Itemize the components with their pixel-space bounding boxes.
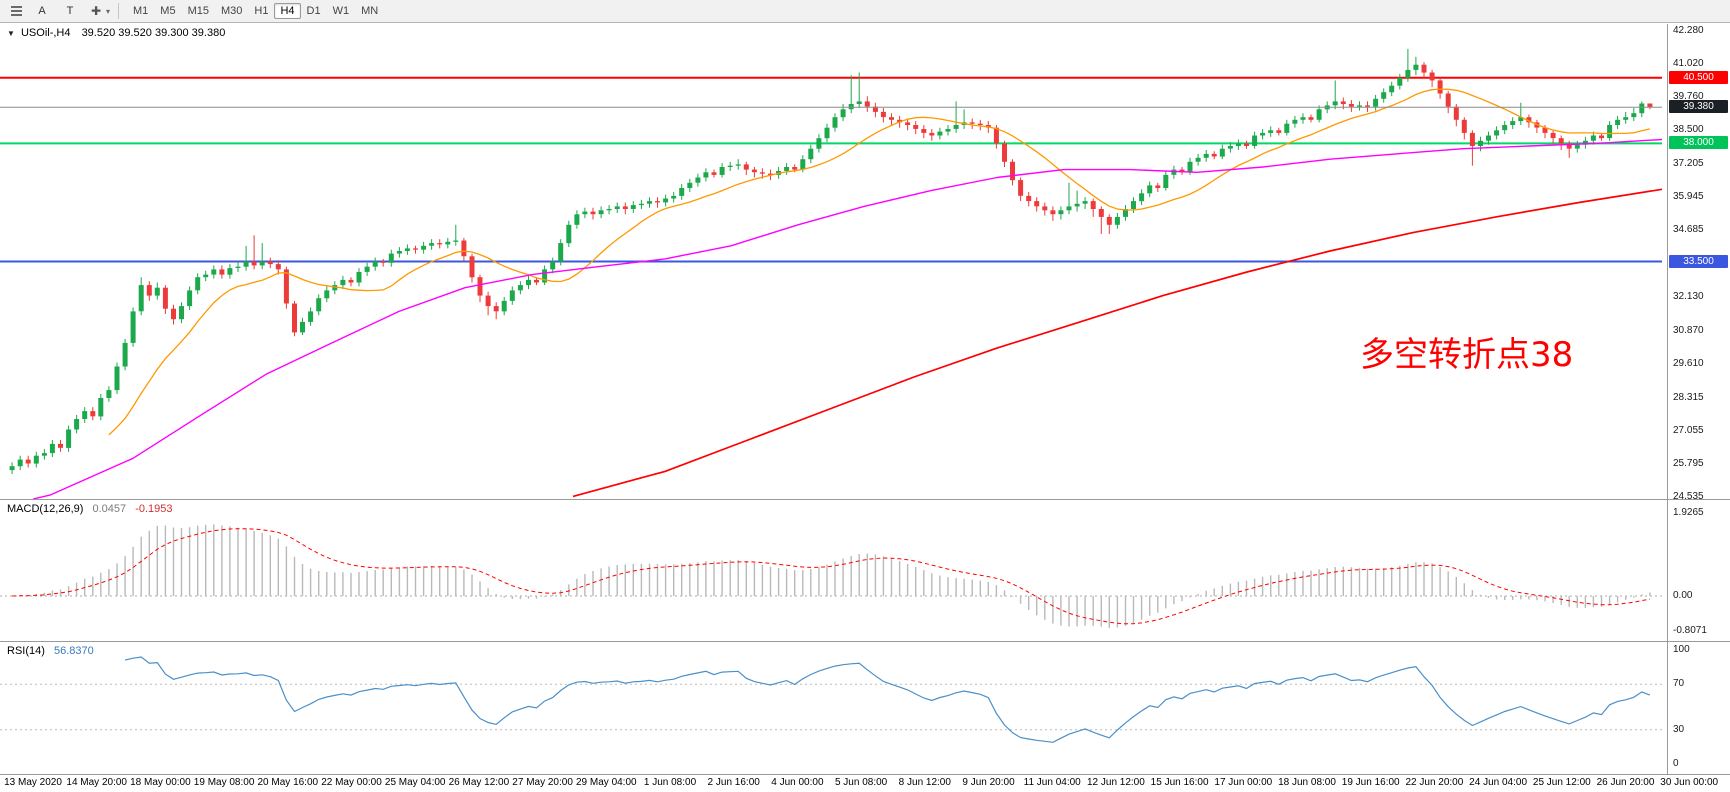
price-tick: 32.130 — [1673, 291, 1704, 303]
time-label: 9 Jun 20:00 — [962, 777, 1015, 788]
price-tick: 30.870 — [1673, 324, 1704, 336]
price-tick: 38.500 — [1673, 124, 1704, 136]
price-tick: 37.205 — [1673, 158, 1704, 170]
time-label: 5 Jun 08:00 — [834, 777, 888, 788]
macd-header: MACD(12,26,9) 0.0457 -0.1953 — [7, 503, 173, 515]
price-badge: 33.500 — [1669, 254, 1728, 268]
macd-axis[interactable]: 1.9265 0.00 -0.8071 — [1667, 500, 1730, 641]
chart-header: ▼ USOil-,H4 39.520 39.520 39.300 39.380 — [7, 27, 225, 39]
rsi-axis[interactable]: 100 70 30 0 — [1667, 642, 1730, 774]
time-label: 22 Jun 20:00 — [1405, 777, 1464, 788]
time-label: 11 Jun 04:00 — [1023, 777, 1081, 788]
main-chart-panel: ▼ USOil-,H4 39.520 39.520 39.300 39.380 … — [0, 24, 1730, 502]
time-label: 29 May 04:00 — [575, 777, 637, 788]
price-badge: 38.000 — [1669, 136, 1728, 150]
rsi-header: RSI(14) 56.8370 — [7, 645, 94, 657]
timeframe-group: M1 M5 M15 M30 H1 H4 D1 W1 MN — [127, 3, 384, 19]
price-tick: 34.685 — [1673, 224, 1704, 236]
price-tick: 28.315 — [1673, 391, 1704, 403]
time-label: 1 Jun 08:00 — [643, 777, 697, 788]
price-axis[interactable]: 42.280 41.020 39.760 38.500 37.205 35.945 34.6… — [1667, 24, 1730, 502]
time-label: 20 May 16:00 — [257, 777, 319, 788]
annotation-a-button[interactable]: A — [38, 5, 46, 17]
time-label: 19 Jun 16:00 — [1341, 777, 1400, 788]
time-label: 30 Jun 00:00 — [1660, 777, 1719, 788]
rsi-value: 56.8370 — [53, 645, 94, 657]
time-label: 26 May 12:00 — [448, 777, 510, 788]
time-label: 25 Jun 12:00 — [1532, 777, 1591, 788]
time-label: 4 Jun 00:00 — [771, 777, 824, 788]
timeframe-mn-button[interactable]: MN — [361, 5, 379, 17]
macd-scale-label: 1.9265 — [1673, 507, 1704, 519]
time-label: 17 Jun 00:00 — [1214, 777, 1273, 788]
time-label: 22 May 00:00 — [321, 777, 382, 788]
time-label: 14 May 20:00 — [66, 777, 127, 788]
rsi-label: RSI(14) — [7, 645, 45, 657]
price-tick: 25.795 — [1673, 457, 1704, 469]
time-label: 2 Jun 16:00 — [707, 777, 760, 788]
macd-value-main: 0.0457 — [92, 503, 127, 515]
time-label: 26 Jun 20:00 — [1596, 777, 1655, 788]
price-tick: 24.535 — [1673, 490, 1704, 502]
price-annotation-text: 多空转折点38 — [1360, 335, 1574, 375]
time-label: 25 May 04:00 — [384, 777, 446, 788]
price-tick: 42.280 — [1673, 25, 1704, 37]
symbol-title: USOil-,H4 — [20, 27, 71, 39]
price-badge: 39.380 — [1669, 100, 1728, 114]
time-label: 8 Jun 12:00 — [898, 777, 951, 788]
toolbar: A T ✚ ▾ M1 M5 M15 M30 H1 H4 D1 W1 MN — [0, 0, 1730, 23]
macd-panel: MACD(12,26,9) 0.0457 -0.1953 1.9265 0.00 -… — [0, 500, 1730, 642]
main-chart-canvas[interactable] — [0, 24, 1666, 499]
timeframe-h1-button[interactable]: H1 — [254, 5, 269, 17]
timeframe-w1-button[interactable]: W1 — [332, 5, 350, 17]
rsi-canvas[interactable] — [0, 642, 1666, 774]
time-label: 24 Jun 04:00 — [1469, 777, 1528, 788]
time-label: 27 May 20:00 — [512, 777, 573, 788]
chevron-down-icon[interactable]: ▾ — [106, 6, 111, 16]
timeframe-m1-button[interactable]: M1 — [133, 5, 149, 17]
timeframe-m15-button[interactable]: M15 — [187, 5, 209, 17]
time-label: 15 Jun 16:00 — [1150, 777, 1209, 788]
macd-label: MACD(12,26,9) — [7, 503, 84, 515]
rsi-scale-label: 30 — [1673, 723, 1685, 735]
price-tick: 39.760 — [1673, 91, 1704, 103]
rsi-scale-label: 70 — [1673, 678, 1685, 690]
collapse-triangle-icon[interactable]: ▼ — [7, 29, 15, 38]
rsi-panel: RSI(14) 56.8370 100 70 30 0 — [0, 642, 1730, 775]
time-label: 13 May 2020 — [4, 777, 62, 788]
timeframe-h4-button[interactable]: H4 — [274, 3, 301, 19]
macd-value-signal: -0.1953 — [135, 503, 173, 515]
ohlc-readout: 39.520 39.520 39.300 39.380 — [81, 27, 226, 39]
price-tick: 27.055 — [1673, 424, 1704, 436]
timeframe-m30-button[interactable]: M30 — [220, 5, 243, 17]
crosshair-icon[interactable]: ✚ — [90, 4, 102, 18]
macd-scale-label: 0.00 — [1673, 590, 1693, 601]
time-label: 19 May 08:00 — [193, 777, 255, 788]
time-label: 18 May 00:00 — [130, 777, 191, 788]
macd-canvas[interactable] — [0, 500, 1666, 641]
text-t-button[interactable]: T — [66, 5, 74, 17]
menu-bars-icon — [10, 6, 22, 16]
menu-icon[interactable] — [5, 2, 27, 20]
timeframe-d1-button[interactable]: D1 — [306, 5, 321, 17]
time-label: 12 Jun 12:00 — [1086, 777, 1145, 788]
rsi-scale-label: 0 — [1673, 758, 1679, 769]
macd-scale-label: -0.8071 — [1673, 624, 1707, 636]
price-badge: 40.500 — [1669, 70, 1728, 84]
rsi-scale-label: 100 — [1673, 644, 1690, 655]
time-label: 18 Jun 08:00 — [1278, 777, 1336, 788]
price-tick: 35.945 — [1673, 191, 1704, 203]
price-tick: 41.020 — [1673, 58, 1704, 70]
timeframe-m5-button[interactable]: M5 — [160, 5, 176, 17]
time-axis[interactable]: 13 May 2020 14 May 20:00 18 May 00:00 19 Ma… — [0, 775, 1730, 792]
price-tick: 29.610 — [1673, 357, 1704, 369]
toolbar-separator — [118, 3, 120, 19]
